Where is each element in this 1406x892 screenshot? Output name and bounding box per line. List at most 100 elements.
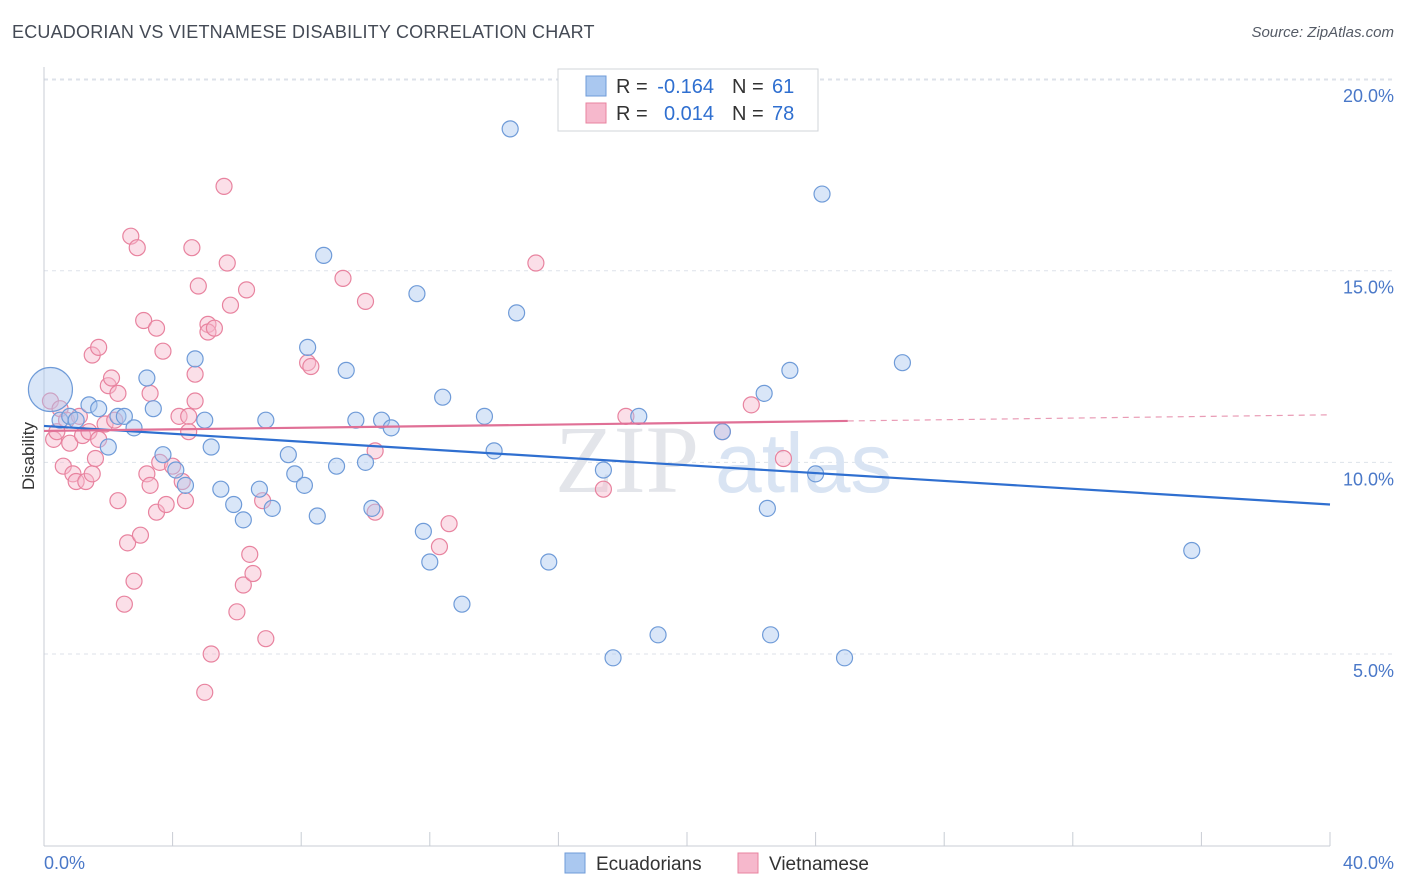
ecuadorian-point-12	[154, 446, 172, 464]
ecuadorian-point-46	[540, 553, 558, 571]
ecuadorian-point-27	[299, 338, 317, 356]
chart-title: ECUADORIAN VS VIETNAMESE DISABILITY CORR…	[12, 22, 595, 42]
vietnamese-point-60	[241, 545, 259, 563]
legend-r-label-2: R =	[616, 103, 648, 125]
vietnamese-point-61	[244, 564, 262, 583]
vietnamese-point-20	[102, 369, 121, 387]
vietnamese-point-42	[176, 492, 195, 510]
y-axis-title: Disability	[19, 421, 38, 490]
ecuadorian-point-49	[630, 407, 648, 425]
legend-r-value-2: 0.014	[664, 103, 714, 125]
vietnamese-point-45	[183, 239, 201, 257]
ecuadorian-point-57	[813, 185, 831, 203]
ecuadorian-point-58	[835, 649, 854, 667]
vietnamese-point-27	[125, 572, 143, 590]
ecuadorian-point-23	[263, 499, 281, 517]
vietnamese-point-32	[141, 476, 159, 494]
vietnamese-point-66	[334, 269, 352, 287]
ecuadorian-point-59	[893, 354, 912, 372]
ecuadorian-point-19	[225, 495, 243, 514]
vietnamese-point-17	[90, 338, 108, 356]
vietnamese-point-63	[257, 630, 275, 648]
vietnamese-trendline	[43, 419, 848, 433]
ecuadorian-point-20	[234, 511, 252, 529]
vietnamese-point-38	[157, 495, 175, 514]
ecuadorian-trendline	[43, 424, 1331, 506]
vietnamese-point-43	[180, 407, 198, 425]
ecuadorian-point-10	[138, 369, 156, 387]
ecuadorian-point-8	[115, 407, 133, 425]
ecuadorian-point-51	[713, 423, 731, 441]
ecuadorian-point-16	[196, 411, 214, 429]
ecuadorian-point-18	[212, 480, 230, 498]
ecuadorian-point-36	[382, 419, 400, 437]
vietnamese-point-48	[189, 277, 207, 295]
vietnamese-point-77	[774, 449, 793, 468]
ecuadorian-point-40	[434, 388, 452, 406]
ecuadorian-point-14	[176, 476, 195, 494]
legend-n-value-2: 78	[772, 103, 794, 125]
vietnamese-point-29	[131, 526, 150, 544]
ecuadorian-point-24	[279, 446, 297, 464]
ecuadorian-point-6	[99, 438, 117, 456]
ecuadorian-point-45	[508, 304, 526, 322]
ecuadorian-point-4	[80, 396, 98, 414]
vietnamese-point-47	[186, 365, 204, 383]
vietnamese-point-57	[228, 603, 246, 621]
x-tick-label-max: 40.0%	[1343, 853, 1394, 873]
vietnamese-points	[41, 177, 793, 701]
ecuadorian-point-33	[356, 453, 375, 471]
vietnamese-point-71	[440, 515, 458, 533]
vietnamese-point-18	[96, 415, 114, 433]
ecuadorian-point-38	[414, 522, 432, 540]
vietnamese-point-54	[215, 177, 233, 195]
ecuadorian-point-17	[202, 438, 220, 456]
ecuadorian-point-13	[167, 461, 185, 479]
ecuadorian-point-39	[421, 553, 439, 571]
gridlines	[44, 78, 1394, 655]
vietnamese-point-6	[61, 434, 79, 452]
ecuadorian-points	[27, 120, 1201, 667]
y-tick-label-0: 5.0%	[1353, 661, 1394, 681]
y-tick-label-1: 10.0%	[1343, 469, 1394, 489]
y-tick-label-2: 15.0%	[1343, 278, 1394, 298]
ecuadorian-point-43	[485, 442, 503, 460]
ecuadorian-point-3	[67, 411, 85, 429]
bottom-legend-swatch-ecuadorians	[564, 852, 586, 874]
ecuadorian-point-41	[453, 595, 471, 613]
legend-n-label-2: N =	[732, 103, 764, 125]
vietnamese-trendline-extension	[847, 414, 1331, 422]
vietnamese-point-33	[141, 384, 159, 402]
bottom-legend-label-ecuadorians: Ecuadorians	[596, 854, 702, 875]
vietnamese-point-15	[86, 449, 105, 468]
legend-r-label-1: R =	[616, 76, 648, 98]
vietnamese-point-58	[234, 576, 252, 594]
ecuadorian-point-60	[1183, 541, 1201, 560]
vietnamese-point-28	[128, 239, 146, 257]
vietnamese-point-44	[180, 423, 198, 441]
ecuadorian-point-54	[761, 626, 780, 644]
vietnamese-point-25	[118, 534, 137, 552]
bottom-legend-label-vietnamese: Vietnamese	[769, 854, 869, 875]
ecuadorian-point-21	[250, 480, 269, 498]
ecuadorian-point-30	[327, 457, 346, 475]
vietnamese-point-23	[109, 492, 127, 510]
vietnamese-point-52	[202, 645, 220, 663]
vietnamese-point-56	[221, 296, 240, 314]
ecuadorian-point-52	[755, 384, 773, 402]
watermark-atlas: atlas	[715, 416, 892, 510]
ecuadorian-point-37	[408, 285, 426, 303]
vietnamese-point-67	[356, 292, 375, 310]
vietnamese-point-34	[147, 319, 166, 337]
vietnamese-point-8	[67, 472, 85, 491]
vietnamese-point-65	[302, 357, 320, 376]
source-credit: Source: ZipAtlas.com	[1251, 24, 1394, 41]
ecuadorian-point-28	[308, 507, 326, 525]
ecuadorian-point-47	[594, 461, 613, 479]
ecuadorian-point-44	[501, 120, 519, 138]
ecuadorian-point-0	[27, 366, 74, 413]
legend-swatch-pink	[585, 102, 607, 124]
ecuadorian-point-48	[604, 649, 622, 667]
vietnamese-point-59	[237, 281, 256, 299]
